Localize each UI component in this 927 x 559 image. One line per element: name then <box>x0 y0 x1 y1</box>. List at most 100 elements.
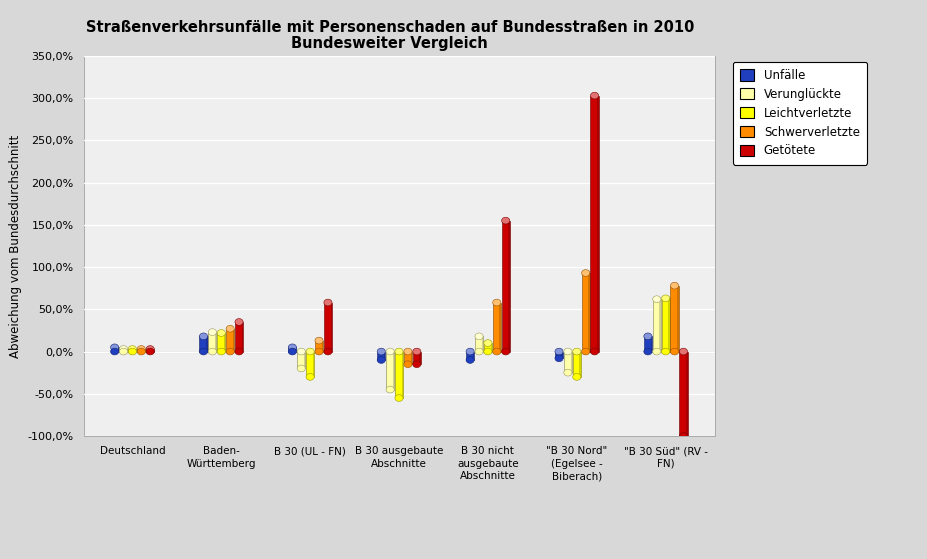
Ellipse shape <box>492 348 501 355</box>
Ellipse shape <box>226 325 234 332</box>
Ellipse shape <box>395 348 402 355</box>
Ellipse shape <box>590 92 598 99</box>
Ellipse shape <box>137 348 146 355</box>
Ellipse shape <box>217 348 225 355</box>
Bar <box>223 333 225 352</box>
Bar <box>572 352 580 377</box>
Ellipse shape <box>502 348 509 355</box>
Ellipse shape <box>288 348 296 355</box>
Bar <box>508 221 509 352</box>
Ellipse shape <box>226 348 234 355</box>
Ellipse shape <box>324 348 332 355</box>
Bar <box>502 221 509 352</box>
Ellipse shape <box>564 369 571 376</box>
Bar <box>679 352 687 436</box>
Ellipse shape <box>502 217 509 224</box>
Ellipse shape <box>679 348 687 355</box>
Bar <box>483 343 491 352</box>
Y-axis label: Abweichung vom Bundesdurchschnitt: Abweichung vom Bundesdurchschnitt <box>9 134 22 358</box>
Bar <box>146 349 154 352</box>
Ellipse shape <box>492 299 501 306</box>
Bar <box>561 352 563 358</box>
Ellipse shape <box>306 348 314 355</box>
Bar <box>153 349 154 352</box>
Ellipse shape <box>386 386 394 393</box>
Bar <box>215 332 216 352</box>
Bar <box>117 347 119 352</box>
Bar <box>241 322 243 352</box>
Bar <box>206 337 208 352</box>
Bar <box>208 332 216 352</box>
Ellipse shape <box>146 345 154 352</box>
Ellipse shape <box>120 348 128 355</box>
Bar <box>395 352 402 398</box>
Bar <box>306 352 314 377</box>
Bar <box>226 329 234 352</box>
Text: Straßenverkehrsunfälle mit Personenschaden auf Bundesstraßen in 2010: Straßenverkehrsunfälle mit Personenschad… <box>85 20 693 35</box>
Ellipse shape <box>208 348 216 355</box>
Bar <box>392 352 394 390</box>
Ellipse shape <box>483 348 491 355</box>
Bar <box>235 322 243 352</box>
Ellipse shape <box>643 333 652 340</box>
Ellipse shape <box>554 355 563 362</box>
Ellipse shape <box>386 348 394 355</box>
Ellipse shape <box>483 340 491 347</box>
Ellipse shape <box>661 295 669 302</box>
Bar <box>650 337 652 352</box>
Ellipse shape <box>572 373 580 380</box>
Ellipse shape <box>128 348 136 355</box>
Ellipse shape <box>128 345 136 352</box>
Legend: Unfälle, Verunglückte, Leichtverletzte, Schwerverletzte, Getötete: Unfälle, Verunglückte, Leichtverletzte, … <box>732 62 866 164</box>
Bar <box>128 349 136 352</box>
Bar <box>376 352 385 360</box>
Bar <box>403 352 412 364</box>
Bar <box>386 352 394 390</box>
Bar <box>330 302 332 352</box>
Bar <box>137 349 146 352</box>
Ellipse shape <box>376 357 385 363</box>
Ellipse shape <box>661 348 669 355</box>
Ellipse shape <box>572 348 580 355</box>
Bar <box>217 333 225 352</box>
Bar <box>661 299 669 352</box>
Bar <box>490 343 491 352</box>
Ellipse shape <box>376 348 385 355</box>
Bar <box>312 352 314 377</box>
Bar <box>685 352 687 436</box>
Ellipse shape <box>564 348 571 355</box>
Bar <box>564 352 571 373</box>
Bar <box>288 347 296 352</box>
Bar <box>419 352 421 364</box>
Ellipse shape <box>120 345 128 352</box>
Ellipse shape <box>475 333 483 340</box>
Bar <box>144 349 146 352</box>
Ellipse shape <box>208 329 216 335</box>
Bar <box>659 299 660 352</box>
Ellipse shape <box>413 361 421 368</box>
Bar <box>413 352 421 364</box>
Ellipse shape <box>465 357 474 363</box>
Bar <box>475 337 483 352</box>
Ellipse shape <box>395 395 402 401</box>
Bar <box>324 302 332 352</box>
Ellipse shape <box>643 348 652 355</box>
Ellipse shape <box>652 348 660 355</box>
Ellipse shape <box>581 269 590 276</box>
Bar <box>295 347 296 352</box>
Bar <box>303 352 305 368</box>
Ellipse shape <box>199 348 208 355</box>
Bar <box>667 299 669 352</box>
Ellipse shape <box>297 365 305 372</box>
Bar <box>297 352 305 368</box>
Bar <box>652 299 660 352</box>
Bar <box>669 286 678 352</box>
Ellipse shape <box>235 348 243 355</box>
Bar <box>465 352 474 360</box>
Ellipse shape <box>110 348 119 355</box>
Ellipse shape <box>110 344 119 350</box>
Bar <box>233 329 234 352</box>
Ellipse shape <box>554 348 563 355</box>
Ellipse shape <box>146 348 154 355</box>
Ellipse shape <box>465 348 474 355</box>
